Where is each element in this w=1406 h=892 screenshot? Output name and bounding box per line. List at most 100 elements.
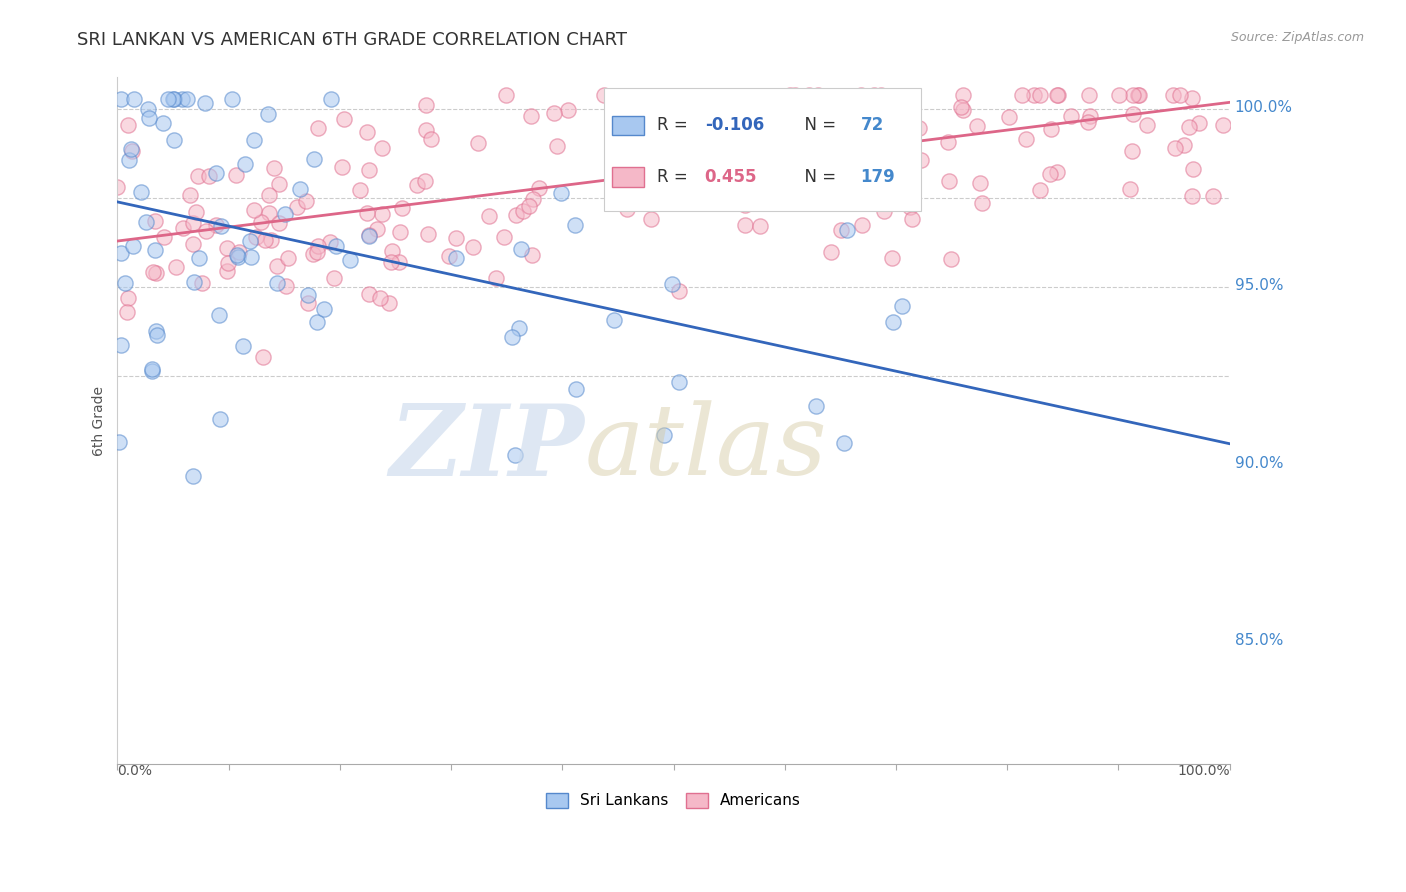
Point [1164, 141, 1187, 155]
Point [389, 225, 412, 239]
Point [170, 92, 193, 106]
Point [163, 133, 186, 147]
Point [716, 138, 738, 153]
Point [1161, 88, 1184, 103]
Point [172, 220, 194, 235]
Point [1181, 91, 1204, 105]
Point [356, 206, 378, 220]
Point [226, 250, 249, 264]
Text: 72: 72 [860, 117, 884, 135]
Point [110, 245, 132, 260]
Point [290, 182, 312, 196]
Text: 100.0%: 100.0% [1177, 764, 1230, 778]
Point [339, 253, 361, 268]
Point [266, 276, 288, 290]
Point [876, 118, 898, 132]
Point [143, 244, 166, 258]
Point [187, 169, 209, 183]
Point [1188, 116, 1211, 130]
Point [1029, 88, 1052, 103]
Point [1040, 121, 1063, 136]
Point [380, 255, 402, 269]
Point [592, 88, 614, 103]
Point [245, 229, 267, 244]
Point [181, 236, 204, 251]
Point [415, 123, 437, 137]
Point [208, 308, 231, 322]
Point [754, 154, 776, 169]
Point [239, 234, 262, 248]
Point [122, 239, 145, 253]
Point [485, 271, 508, 285]
Point [900, 212, 922, 227]
Point [787, 139, 810, 153]
Point [359, 228, 381, 243]
Point [120, 142, 142, 156]
Text: Source: ZipAtlas.com: Source: ZipAtlas.com [1230, 31, 1364, 45]
Point [1173, 138, 1195, 153]
Point [952, 88, 974, 103]
Point [1029, 183, 1052, 197]
Point [1128, 88, 1150, 103]
Point [295, 194, 318, 209]
Point [1047, 88, 1070, 103]
Point [769, 187, 792, 202]
Point [221, 92, 243, 106]
Point [260, 234, 283, 248]
Point [546, 139, 568, 153]
Bar [613, 116, 644, 135]
Point [322, 271, 344, 285]
Point [517, 199, 540, 213]
Point [709, 103, 731, 118]
Text: N =: N = [794, 168, 841, 186]
Point [187, 251, 209, 265]
Point [226, 247, 249, 261]
Point [357, 162, 380, 177]
Point [1181, 189, 1204, 203]
Point [749, 219, 772, 233]
Point [366, 222, 388, 236]
Point [257, 188, 280, 202]
Text: -0.106: -0.106 [704, 117, 763, 135]
Point [181, 216, 204, 230]
Point [668, 375, 690, 389]
Point [1136, 118, 1159, 132]
Point [898, 185, 921, 199]
Point [253, 233, 276, 247]
Point [543, 106, 565, 120]
Point [1122, 88, 1144, 103]
Point [851, 219, 873, 233]
Point [419, 132, 441, 146]
Point [307, 239, 329, 253]
Point [869, 88, 891, 103]
Point [1128, 88, 1150, 103]
Point [461, 240, 484, 254]
Point [1119, 182, 1142, 196]
Point [267, 177, 290, 191]
Text: R =: R = [657, 168, 693, 186]
Point [495, 88, 517, 103]
Point [356, 125, 378, 139]
Point [807, 88, 830, 103]
Point [183, 276, 205, 290]
Point [217, 256, 239, 270]
Point [165, 260, 187, 274]
Point [114, 277, 136, 291]
Point [232, 339, 254, 353]
Point [156, 92, 179, 106]
Point [522, 192, 544, 206]
Point [415, 98, 437, 112]
Point [319, 235, 342, 249]
Point [520, 248, 543, 262]
Point [135, 214, 157, 228]
Point [1108, 88, 1130, 103]
Point [966, 120, 988, 134]
Point [529, 180, 551, 194]
Point [312, 301, 335, 316]
Point [830, 222, 852, 236]
Text: 0.455: 0.455 [704, 168, 758, 186]
Point [297, 296, 319, 310]
Point [197, 169, 219, 184]
Point [640, 211, 662, 226]
Point [564, 218, 586, 232]
